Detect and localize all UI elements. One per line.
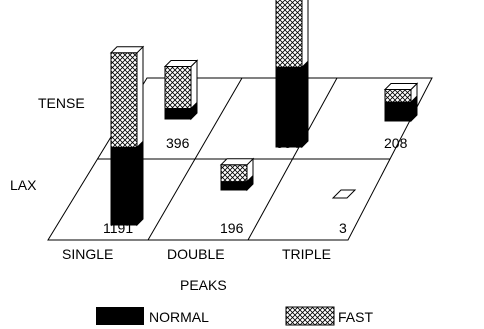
bar-top-double-lax bbox=[219, 158, 255, 166]
bar-normal-single-tense bbox=[164, 108, 192, 120]
bar-fast-double-lax bbox=[220, 164, 248, 183]
legend-swatch-fast bbox=[285, 306, 335, 326]
bar-normal-double-lax bbox=[220, 181, 248, 191]
row-label-lax: LAX bbox=[10, 177, 37, 193]
value-label-triple-lax: 3 bbox=[339, 220, 347, 236]
bar-top-single-tense bbox=[163, 60, 199, 67]
legend-swatch-normal bbox=[96, 307, 144, 325]
bar-normal-triple-tense bbox=[384, 101, 412, 122]
bar-single-lax bbox=[109, 45, 145, 227]
bar-double-lax bbox=[219, 157, 255, 192]
bar-top-triple-tense bbox=[383, 83, 419, 90]
bar-fast-side-double-tense bbox=[301, 0, 309, 69]
x-axis-title: PEAKS bbox=[180, 277, 227, 293]
value-labels: 396 984 208 1191 196 3 bbox=[103, 135, 408, 236]
value-label-single-tense: 396 bbox=[166, 135, 190, 151]
bar-fast-side-single-tense bbox=[190, 59, 198, 110]
value-label-single-lax: 1191 bbox=[103, 220, 133, 236]
bar-normal-side-double-tense bbox=[301, 59, 309, 149]
legend-label-fast: FAST bbox=[338, 309, 373, 325]
col-label-triple: TRIPLE bbox=[282, 246, 331, 262]
bar-single-tense bbox=[163, 59, 199, 121]
floor-divider-col-1 bbox=[147, 77, 243, 241]
bar-fast-single-tense bbox=[164, 66, 192, 109]
bars bbox=[109, 0, 419, 227]
bar-normal-single-lax bbox=[110, 146, 138, 226]
bar-fast-side-single-lax bbox=[136, 45, 144, 149]
legend: NORMAL FAST bbox=[96, 306, 373, 326]
bar-top-single-lax bbox=[109, 46, 145, 54]
bar-triple-lax bbox=[331, 189, 357, 199]
bar-fast-double-tense bbox=[275, 0, 303, 68]
bar-flat-triple-lax bbox=[331, 189, 357, 199]
bar-double-tense bbox=[275, 0, 309, 149]
bar-normal-double-tense bbox=[275, 66, 303, 148]
floor-divider-col-2 bbox=[247, 77, 338, 241]
col-label-single: SINGLE bbox=[62, 246, 113, 262]
bar-normal-side-single-lax bbox=[136, 140, 144, 227]
legend-label-normal: NORMAL bbox=[149, 309, 209, 325]
bar-fast-single-lax bbox=[110, 52, 138, 148]
bar-triple-tense bbox=[383, 82, 419, 123]
col-label-double: DOUBLE bbox=[167, 246, 225, 262]
value-label-double-lax: 196 bbox=[220, 220, 244, 236]
bar-fast-triple-tense bbox=[384, 89, 412, 103]
row-label-tense: TENSE bbox=[38, 95, 85, 111]
value-label-triple-tense: 208 bbox=[384, 135, 408, 151]
value-label-double-tense: 984 bbox=[276, 135, 300, 151]
